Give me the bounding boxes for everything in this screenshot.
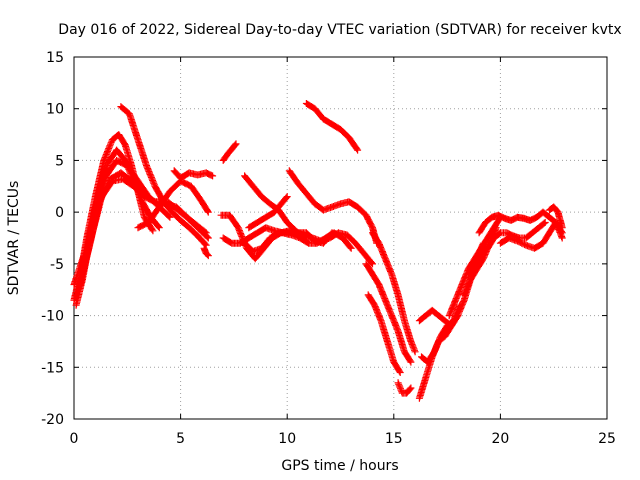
series-arc15 — [241, 172, 308, 242]
series-arc6 — [117, 103, 210, 249]
data-point-markers — [170, 167, 217, 182]
plot-frame — [73, 56, 608, 420]
data-point-markers — [496, 219, 566, 252]
series-arc27 — [464, 219, 549, 278]
series-arc29 — [496, 219, 566, 252]
data-points — [70, 100, 566, 402]
data-point-markers — [200, 244, 212, 260]
y-tick-label: -10 — [41, 309, 64, 325]
series-arc20 — [364, 291, 404, 376]
y-tick-label: 0 — [55, 205, 64, 221]
x-axis-title: GPS time / hours — [281, 458, 398, 474]
chart-title: Day 016 of 2022, Sidereal Day-to-day VTE… — [58, 22, 621, 38]
x-tick-label: 0 — [70, 431, 79, 447]
x-tick-label: 10 — [278, 431, 296, 447]
data-point-markers — [241, 172, 308, 242]
x-tick-label: 20 — [491, 431, 509, 447]
series-arc18 — [362, 260, 415, 366]
y-tick-label: -20 — [41, 412, 64, 428]
x-tick-label: 15 — [385, 431, 403, 447]
y-tick-label: -15 — [41, 360, 64, 376]
y-tick-label: 5 — [55, 153, 64, 169]
data-point-markers — [302, 100, 362, 154]
grid — [74, 57, 607, 419]
data-point-markers — [464, 219, 549, 278]
series-arc30 — [545, 203, 566, 232]
y-tick-label: -5 — [50, 257, 64, 273]
x-tick-label: 25 — [598, 431, 616, 447]
series-arc17 — [302, 100, 362, 154]
data-point-markers — [134, 177, 212, 232]
data-point-markers — [364, 291, 404, 376]
data-point-markers — [241, 229, 376, 268]
series-arc13 — [241, 229, 376, 268]
series-arc5 — [76, 175, 212, 288]
data-point-markers — [369, 229, 419, 356]
series-arc16 — [285, 167, 381, 247]
data-point-markers — [362, 260, 415, 366]
y-tick-label: 10 — [46, 102, 64, 118]
series-arc19 — [369, 229, 419, 356]
y-tick-label: 15 — [46, 50, 64, 66]
data-point-markers — [545, 203, 566, 232]
series-arc10 — [219, 140, 240, 164]
series-arc8 — [170, 167, 217, 182]
series-arc21 — [394, 379, 415, 397]
data-point-markers — [285, 167, 381, 247]
series-arc7 — [134, 177, 212, 232]
data-point-markers — [117, 103, 210, 249]
data-point-markers — [219, 140, 240, 164]
x-tick-label: 5 — [176, 431, 185, 447]
data-point-markers — [76, 175, 212, 288]
series-arc9 — [200, 244, 212, 260]
axes-ticks: 0 5 10 15 20 25 -20 -15 -10 -5 0 5 10 15 — [41, 50, 616, 447]
y-axis-title: SDTVAR / TECUs — [6, 181, 22, 296]
data-point-markers — [394, 379, 415, 397]
